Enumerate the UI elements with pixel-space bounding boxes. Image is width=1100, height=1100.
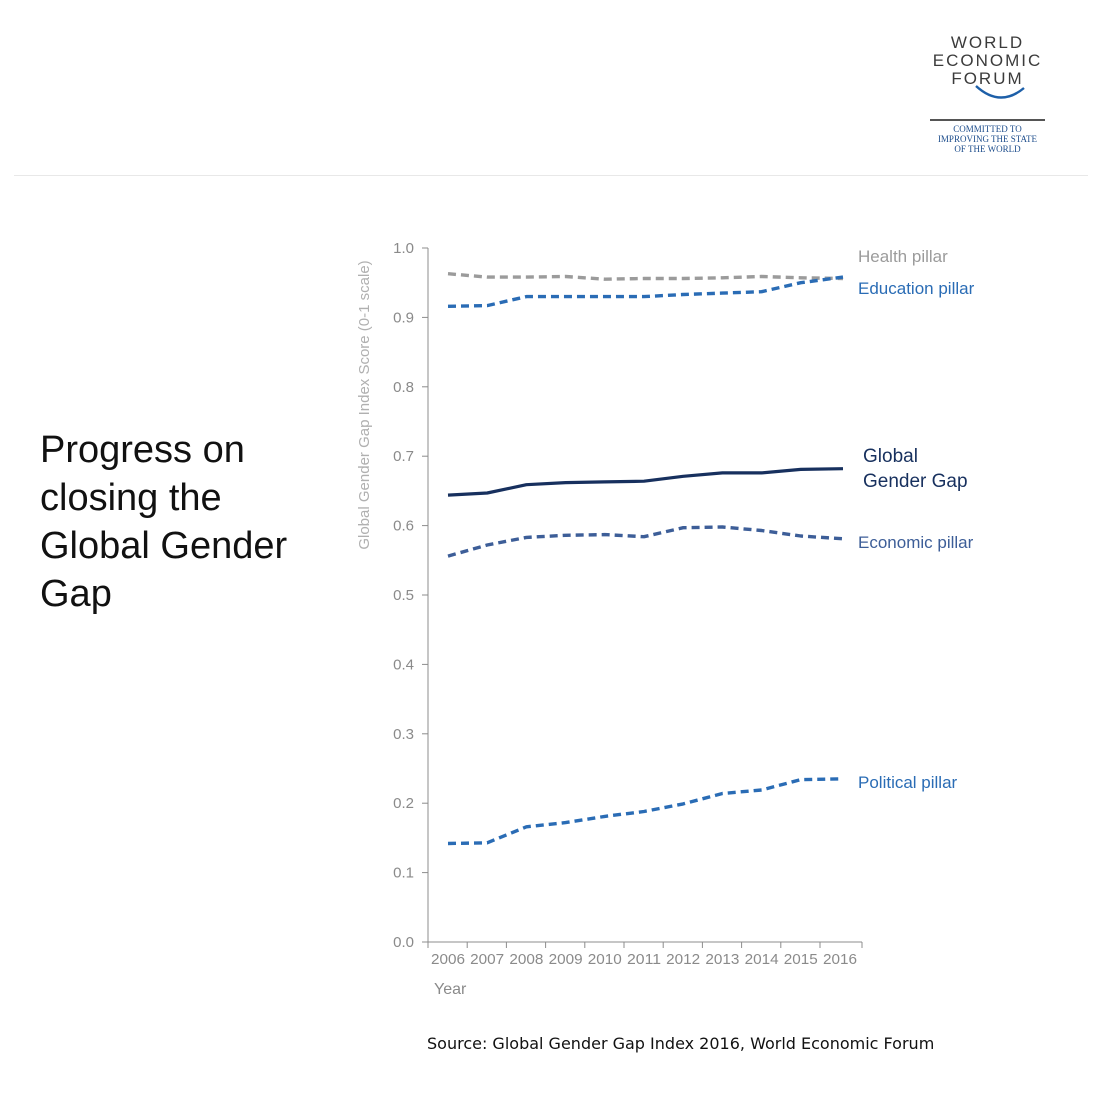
logo-rule <box>930 119 1045 121</box>
x-tick-label: 2015 <box>784 952 818 968</box>
series-label: Health pillar <box>858 247 948 266</box>
wef-logo: WORLD ECONOMIC FORUM COMMITTED TO IMPROV… <box>920 32 1055 157</box>
logo-tagline-2: IMPROVING THE STATE <box>937 134 1038 144</box>
y-tick-label: 0.3 <box>393 726 414 743</box>
logo-word-2: ECONOMIC <box>932 51 1043 70</box>
series-label: Global <box>863 446 918 467</box>
x-tick-label: 2010 <box>588 952 622 968</box>
x-axis-title: Year <box>434 981 467 998</box>
series-line <box>447 275 844 308</box>
y-axis-title: Global Gender Gap Index Score (0-1 scale… <box>356 260 373 549</box>
series-label: Gender Gap <box>863 471 968 492</box>
y-tick-label: 0.5 <box>393 587 414 604</box>
y-tick-label: 0.1 <box>393 865 414 882</box>
x-tick-label: 2014 <box>745 952 779 968</box>
x-tick-label: 2012 <box>666 952 700 968</box>
logo-word-1: WORLD <box>950 33 1025 52</box>
series-label: Economic pillar <box>858 533 974 552</box>
x-tick-label: 2016 <box>823 952 857 968</box>
series-line <box>447 467 844 497</box>
logo-tagline-3: OF THE WORLD <box>954 144 1021 154</box>
y-tick-label: 0.4 <box>393 656 414 673</box>
y-tick-label: 0.7 <box>393 448 414 465</box>
logo-word-3: FORUM <box>951 69 1024 88</box>
x-tick-label: 2011 <box>627 952 661 968</box>
y-tick-label: 0.8 <box>393 379 414 396</box>
y-tick-label: 0.6 <box>393 518 414 535</box>
y-tick-label: 0.2 <box>393 795 414 812</box>
y-tick-label: 0.9 <box>393 309 414 326</box>
logo-arc-icon <box>975 85 1025 99</box>
page-title: Progress on closing the Global Gender Ga… <box>40 429 288 615</box>
logo-tagline-1: COMMITTED TO <box>953 124 1022 134</box>
x-tick-label: 2007 <box>470 952 504 968</box>
series-label: Political pillar <box>858 773 958 792</box>
series-line <box>447 525 844 558</box>
series-line <box>447 272 844 281</box>
x-tick-label: 2009 <box>549 952 583 968</box>
x-tick-label: 2006 <box>431 952 465 968</box>
header-divider <box>14 175 1088 176</box>
x-tick-label: 2008 <box>509 952 543 968</box>
x-tick-label: 2013 <box>705 952 739 968</box>
series-label: Education pillar <box>858 279 975 298</box>
y-tick-label: 0.0 <box>393 934 414 951</box>
y-tick-label: 1.0 <box>393 240 414 257</box>
source-note: Source: Global Gender Gap Index 2016, Wo… <box>427 1034 935 1053</box>
series-line <box>447 777 844 846</box>
